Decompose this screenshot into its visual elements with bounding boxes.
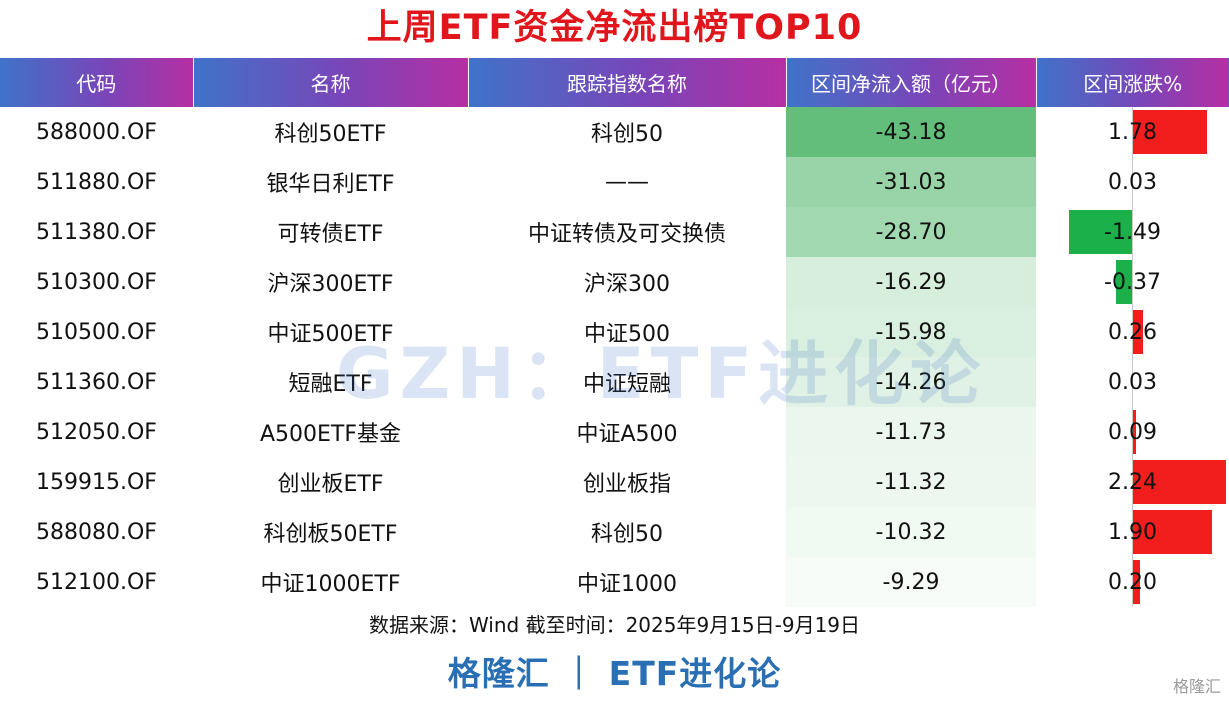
table-row[interactable]: 511880.OF 银华日利ETF —— -31.03 0.03 <box>0 157 1229 207</box>
cell-net-flow: -9.29 <box>786 557 1036 607</box>
cell-change: 1.78 <box>1036 107 1229 157</box>
cell-index: 中证A500 <box>576 422 678 447</box>
cell-index: 中证500 <box>584 322 670 347</box>
change-value: 0.03 <box>1108 169 1157 195</box>
cell-name: 中证500ETF <box>267 322 394 347</box>
footer-brand: 格隆汇 ｜ ETF进化论 <box>447 654 782 693</box>
cell-name: 科创50ETF <box>274 122 387 147</box>
change-bar <box>1132 410 1136 454</box>
change-bar <box>1132 510 1212 554</box>
cell-name: 银华日利ETF <box>266 172 395 197</box>
change-value: -0.37 <box>1104 269 1161 295</box>
change-bar <box>1116 260 1132 304</box>
cell-net-flow: -43.18 <box>786 107 1036 157</box>
change-value: 0.03 <box>1108 369 1157 395</box>
change-value: 0.20 <box>1108 569 1157 595</box>
change-value: 1.90 <box>1108 519 1157 545</box>
cell-code: 510300.OF <box>36 269 157 295</box>
cell-change: 0.20 <box>1036 557 1229 607</box>
change-bar <box>1132 110 1207 154</box>
change-bar <box>1132 560 1141 604</box>
change-value: -1.49 <box>1104 219 1161 245</box>
cell-code: 511360.OF <box>36 369 157 395</box>
cell-index: 科创50 <box>591 122 663 147</box>
column-header-net-flow[interactable]: 区间净流入额（亿元） <box>786 58 1037 107</box>
cell-code: 588000.OF <box>36 119 157 145</box>
cell-code: 588080.OF <box>36 519 157 545</box>
page-title: 上周ETF资金净流出榜TOP10 <box>366 8 863 48</box>
table-row[interactable]: 512100.OF 中证1000ETF 中证1000 -9.29 0.20 <box>0 557 1229 607</box>
table-row[interactable]: 510300.OF 沪深300ETF 沪深300 -16.29 -0.37 <box>0 257 1229 307</box>
cell-code: 512050.OF <box>36 419 157 445</box>
cell-net-flow: -11.32 <box>786 457 1036 507</box>
cell-net-flow: -15.98 <box>786 307 1036 357</box>
change-value: 2.24 <box>1108 469 1157 495</box>
column-header-code[interactable]: 代码 <box>0 58 194 107</box>
change-bar <box>1132 310 1143 354</box>
cell-index: 科创50 <box>591 522 663 547</box>
cell-index: 创业板指 <box>582 472 671 497</box>
table-row[interactable]: 512050.OF A500ETF基金 中证A500 -11.73 0.09 <box>0 407 1229 457</box>
table-row[interactable]: 159915.OF 创业板ETF 创业板指 -11.32 2.24 <box>0 457 1229 507</box>
table-row[interactable]: 511360.OF 短融ETF 中证短融 -14.26 0.03 <box>0 357 1229 407</box>
cell-net-flow: -11.73 <box>786 407 1036 457</box>
cell-name: 可转债ETF <box>277 222 384 247</box>
cell-code: 511380.OF <box>36 219 157 245</box>
cell-change: 1.90 <box>1036 507 1229 557</box>
cell-name: 科创板50ETF <box>263 522 398 547</box>
table-row[interactable]: 511380.OF 可转债ETF 中证转债及可交换债 -28.70 -1.49 <box>0 207 1229 257</box>
cell-code: 511880.OF <box>36 169 157 195</box>
cell-name: A500ETF基金 <box>259 422 402 447</box>
cell-net-flow: -28.70 <box>786 207 1036 257</box>
cell-code: 512100.OF <box>36 569 157 595</box>
data-source-note: 数据来源：Wind 截至时间：2025年9月15日-9月19日 <box>368 613 861 637</box>
column-header-index[interactable]: 跟踪指数名称 <box>468 58 787 107</box>
cell-code: 159915.OF <box>36 469 157 495</box>
column-header-name[interactable]: 名称 <box>193 58 469 107</box>
cell-change: 2.24 <box>1036 457 1229 507</box>
cell-name: 沪深300ETF <box>267 272 394 297</box>
table-body: 588000.OF 科创50ETF 科创50 -43.18 1.78 511880.OF 银… <box>0 107 1229 607</box>
change-bar <box>1132 460 1227 504</box>
table-row[interactable]: 588080.OF 科创板50ETF 科创50 -10.32 1.90 <box>0 507 1229 557</box>
table-header-row: 代码 名称 跟踪指数名称 区间净流入额（亿元） 区间涨跌% <box>0 58 1229 107</box>
cell-index: 中证1000 <box>577 572 677 597</box>
cell-index: 沪深300 <box>584 272 670 297</box>
cell-name: 创业板ETF <box>277 472 384 497</box>
cell-index: 中证短融 <box>582 372 671 397</box>
change-value: 0.09 <box>1108 419 1157 445</box>
cell-change: 0.03 <box>1036 157 1229 207</box>
cell-change: 0.03 <box>1036 357 1229 407</box>
table-row[interactable]: 510500.OF 中证500ETF 中证500 -15.98 0.26 <box>0 307 1229 357</box>
cell-net-flow: -14.26 <box>786 357 1036 407</box>
cell-change: -1.49 <box>1036 207 1229 257</box>
cell-name: 短融ETF <box>288 372 373 397</box>
cell-change: -0.37 <box>1036 257 1229 307</box>
change-bar <box>1069 210 1132 254</box>
change-axis-line <box>1132 107 1133 607</box>
cell-net-flow: -31.03 <box>786 157 1036 207</box>
corner-logo: 格隆汇 <box>1172 677 1221 696</box>
cell-index: 中证转债及可交换债 <box>527 222 726 247</box>
cell-change: 0.09 <box>1036 407 1229 457</box>
cell-change: 0.26 <box>1036 307 1229 357</box>
change-value: 1.78 <box>1108 119 1157 145</box>
table-row[interactable]: 588000.OF 科创50ETF 科创50 -43.18 1.78 <box>0 107 1229 157</box>
change-value: 0.26 <box>1108 319 1157 345</box>
cell-net-flow: -16.29 <box>786 257 1036 307</box>
outflow-table: 代码 名称 跟踪指数名称 区间净流入额（亿元） 区间涨跌% 588000.OF 科… <box>0 58 1229 607</box>
column-header-change[interactable]: 区间涨跌% <box>1036 58 1229 107</box>
cell-code: 510500.OF <box>36 319 157 345</box>
cell-name: 中证1000ETF <box>260 572 401 597</box>
cell-net-flow: -10.32 <box>786 507 1036 557</box>
cell-index: —— <box>605 169 649 195</box>
